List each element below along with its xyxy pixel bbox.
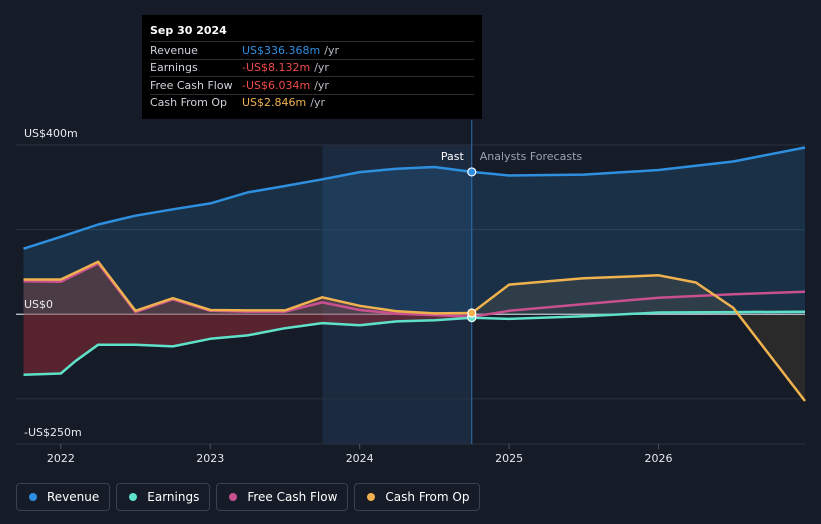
x-tick-label: 2022 bbox=[47, 452, 75, 465]
tooltip-label: Free Cash Flow bbox=[150, 78, 233, 92]
past-label: Past bbox=[441, 150, 465, 163]
legend-label: Revenue bbox=[47, 490, 100, 504]
y-tick-label: US$0 bbox=[24, 298, 53, 311]
legend-dot-icon bbox=[29, 493, 37, 501]
legend-label: Free Cash Flow bbox=[247, 490, 338, 504]
tooltip-value: -US$8.132m bbox=[242, 61, 311, 75]
tooltip-label: Revenue bbox=[150, 43, 198, 57]
cash-from-op-marker bbox=[467, 308, 477, 318]
tooltip-label: Earnings bbox=[150, 61, 198, 75]
legend-dot-icon bbox=[367, 493, 376, 501]
x-tick-label: 2024 bbox=[346, 452, 374, 465]
cash-from-op-forecast-line bbox=[471, 274, 806, 402]
revenue-line bbox=[23, 165, 472, 250]
revenue-area bbox=[23, 147, 805, 315]
tooltip-row-earnings: Earnings -US$8.132m /yr bbox=[150, 58, 474, 77]
tooltip-row-cash-from-op: Cash From Op US$2.846m /yr bbox=[150, 93, 474, 112]
legend-item-free-cash-flow[interactable]: Free Cash Flow bbox=[216, 483, 349, 511]
revenue-forecast-line bbox=[471, 146, 806, 177]
tooltip-unit: /yr bbox=[314, 61, 329, 75]
y-tick-label: US$400m bbox=[24, 127, 78, 140]
x-tick-label: 2025 bbox=[495, 452, 523, 465]
tooltip-row-revenue: Revenue US$336.368m /yr bbox=[150, 41, 474, 59]
forecast-label: Analysts Forecasts bbox=[480, 150, 583, 163]
tooltip-unit: /yr bbox=[324, 43, 339, 57]
tooltip: Sep 30 2024 Revenue US$336.368m /yr Earn… bbox=[142, 15, 482, 119]
revenue-marker bbox=[467, 167, 477, 177]
cash-from-op-area bbox=[23, 261, 472, 315]
legend-label: Cash From Op bbox=[385, 490, 470, 504]
legend-dot-icon bbox=[229, 493, 238, 501]
tooltip-row-free-cash-flow: Free Cash Flow -US$6.034m /yr bbox=[150, 76, 474, 94]
tooltip-value: -US$6.034m bbox=[242, 78, 311, 92]
legend-label: Earnings bbox=[147, 490, 200, 504]
tooltip-date: Sep 30 2024 bbox=[150, 24, 227, 37]
x-tick-label: 2023 bbox=[196, 452, 224, 465]
y-tick-label: -US$250m bbox=[24, 426, 82, 439]
earnings-line bbox=[23, 316, 472, 376]
legend-item-cash-from-op[interactable]: Cash From Op bbox=[354, 483, 481, 511]
earnings-area bbox=[23, 314, 472, 375]
legend-item-revenue[interactable]: Revenue bbox=[16, 483, 111, 511]
earnings-forecast-line bbox=[471, 310, 806, 321]
past-region bbox=[322, 145, 472, 444]
legend-item-earnings[interactable]: Earnings bbox=[116, 483, 211, 511]
legend-dot-icon bbox=[129, 493, 138, 501]
x-tick-label: 2026 bbox=[645, 452, 673, 465]
cash-from-op-line bbox=[23, 260, 472, 315]
tooltip-label: Cash From Op bbox=[150, 96, 228, 110]
legend: Revenue Earnings Free Cash Flow Cash Fro… bbox=[16, 483, 481, 511]
free-cash-flow-forecast-line bbox=[471, 290, 806, 319]
tooltip-value: US$336.368m bbox=[242, 43, 321, 57]
tooltip-value: US$2.846m bbox=[242, 96, 307, 110]
tooltip-unit: /yr bbox=[310, 96, 325, 110]
tooltip-unit: /yr bbox=[314, 78, 329, 92]
